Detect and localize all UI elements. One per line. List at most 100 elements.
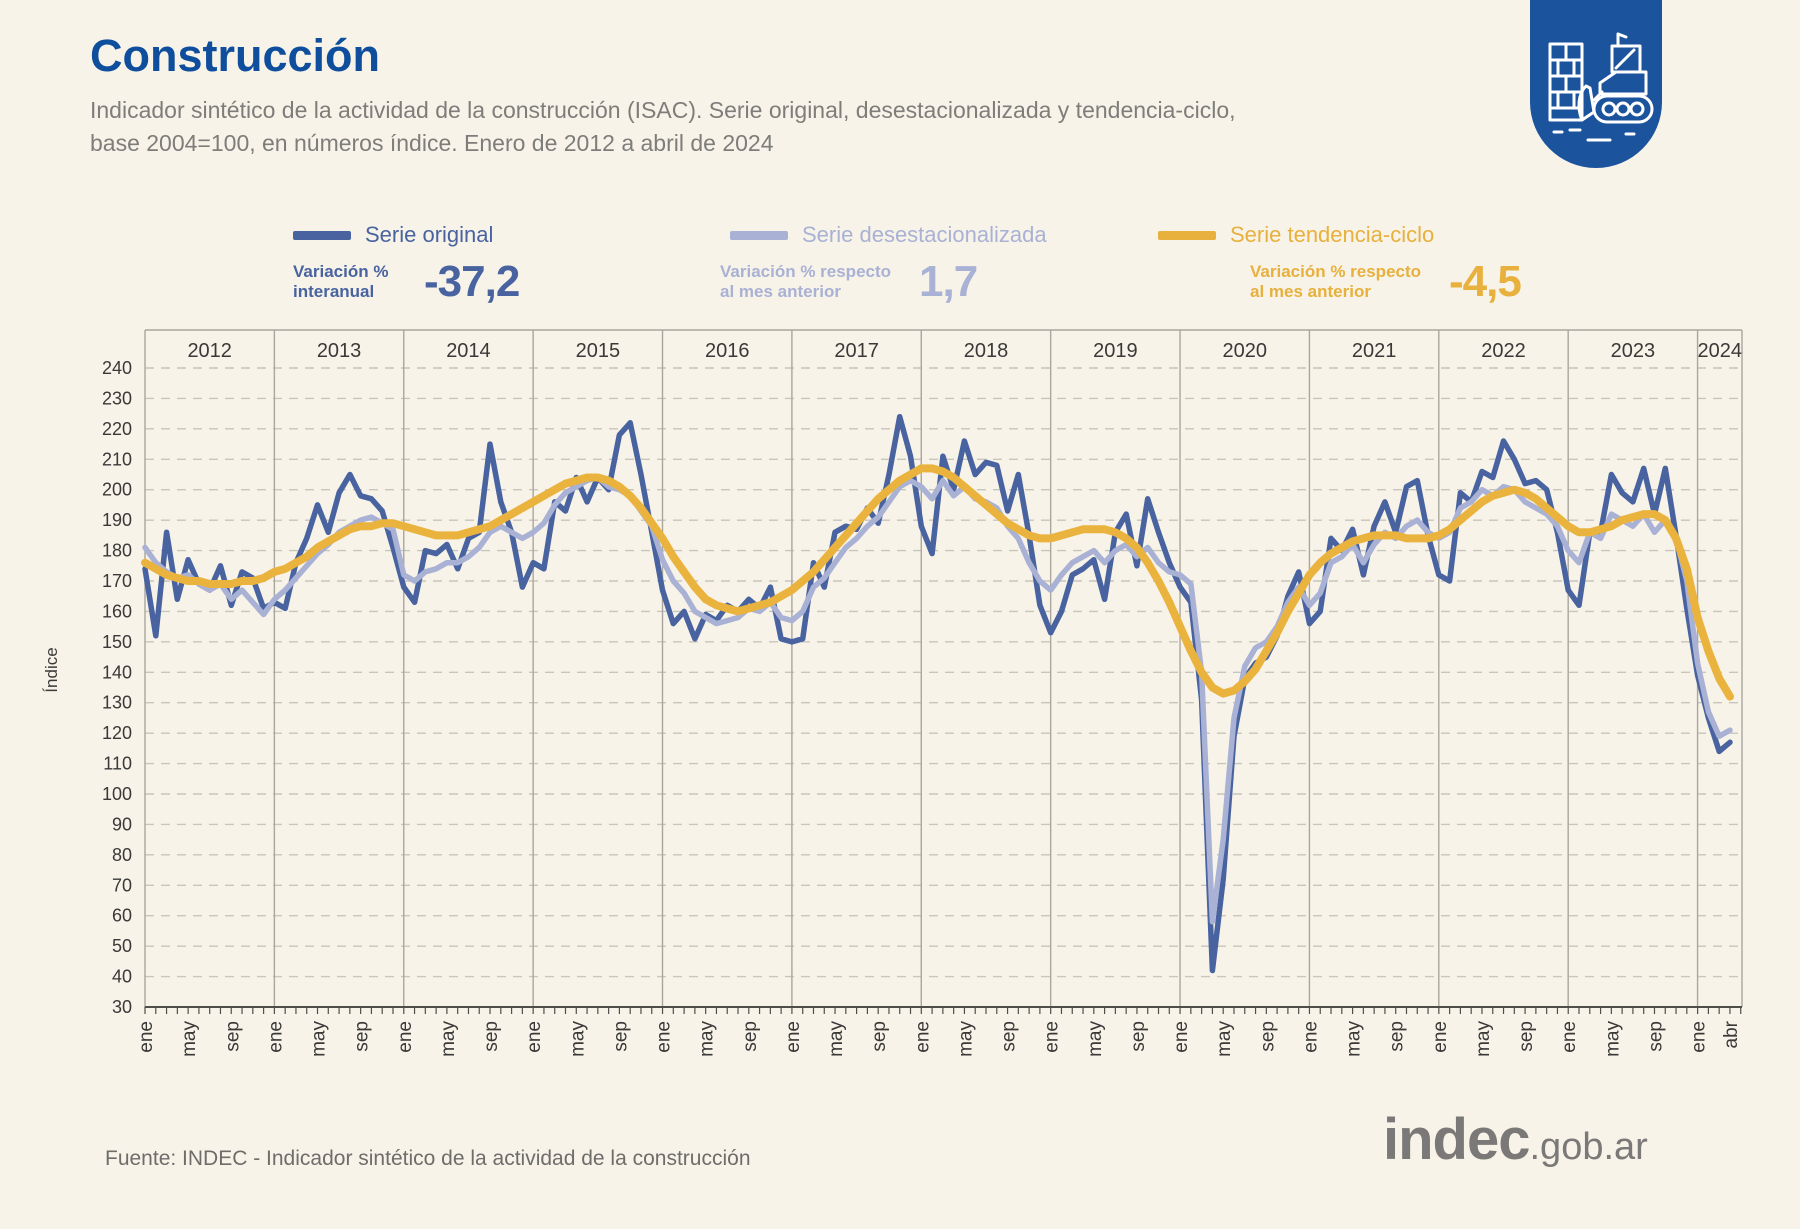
x-tick-label: sep — [1387, 1021, 1408, 1052]
y-tick-label: 150 — [102, 632, 132, 652]
x-tick-label: may — [1344, 1021, 1365, 1057]
legend-label-desestacionalizada: Serie desestacionalizada — [802, 222, 1047, 247]
y-axis-title: Índice — [42, 647, 61, 692]
year-label: 2016 — [705, 340, 750, 362]
y-tick-label: 120 — [102, 723, 132, 743]
x-tick-label: may — [826, 1021, 847, 1057]
x-tick-label: sep — [999, 1021, 1020, 1052]
series-path-serie-original — [142, 413, 1733, 974]
x-tick-label: may — [1085, 1021, 1106, 1057]
x-tick-label: may — [1214, 1021, 1235, 1057]
legend-serie-original: Serie original Variación % interanual -3… — [293, 222, 520, 307]
legend-label-original: Serie original — [365, 222, 494, 247]
y-tick-label: 70 — [112, 875, 132, 895]
x-tick-label: sep — [481, 1021, 502, 1052]
x-tick-label: ene — [395, 1021, 416, 1053]
y-tick-label: 50 — [112, 936, 132, 956]
x-tick-label: ene — [265, 1021, 286, 1053]
x-tick-label: ene — [1171, 1021, 1192, 1053]
variation-caption-desestacionalizada: Variación % respecto al mes anterior — [720, 261, 892, 301]
x-tick-label: may — [309, 1021, 330, 1057]
year-label: 2019 — [1093, 340, 1138, 362]
page-title: Construcción — [90, 30, 381, 81]
year-label: 2015 — [576, 340, 621, 362]
y-tick-label: 160 — [102, 601, 132, 621]
y-tick-label: 110 — [103, 754, 132, 774]
x-tick-label: may — [1602, 1021, 1623, 1057]
x-tick-label: sep — [352, 1021, 373, 1052]
x-tick-label: sep — [222, 1021, 243, 1052]
indec-logo-suffix: .gob.ar — [1529, 1126, 1648, 1168]
x-tick-label: ene — [912, 1021, 933, 1053]
y-tick-label: 230 — [102, 388, 132, 408]
year-label: 2020 — [1222, 340, 1267, 362]
legend-serie-tendencia-ciclo: Serie tendencia-ciclo Variación % respec… — [1148, 222, 1522, 307]
x-tick-label: sep — [610, 1021, 631, 1052]
y-tick-label: 190 — [102, 510, 132, 530]
y-tick-label: 240 — [102, 358, 132, 378]
legend-swatch-desestacionalizada — [730, 230, 788, 240]
y-tick-label: 170 — [102, 571, 132, 591]
year-label: 2018 — [964, 340, 1009, 362]
x-tick-label: may — [697, 1021, 718, 1057]
legend-label-tendencia: Serie tendencia-ciclo — [1230, 222, 1435, 247]
series-path-serie-tendencia-ciclo — [141, 464, 1734, 701]
x-tick-label: sep — [740, 1021, 761, 1052]
sector-badge — [1530, 0, 1662, 168]
variation-caption-original: Variación % interanual — [293, 261, 389, 301]
legend-swatch-tendencia — [1158, 230, 1216, 240]
year-label: 2023 — [1611, 340, 1656, 362]
subtitle-line-1: Indicador sintético de la actividad de l… — [90, 97, 1236, 123]
x-tick-label: sep — [1128, 1021, 1149, 1052]
y-tick-label: 140 — [102, 662, 132, 682]
year-label: 2022 — [1481, 340, 1526, 362]
x-tick-label: abr — [1721, 1020, 1742, 1048]
legend-serie-desestacionalizada: Serie desestacionalizada Variación % res… — [720, 222, 1047, 307]
year-label: 2021 — [1352, 340, 1397, 362]
x-tick-label: ene — [1430, 1021, 1451, 1053]
x-tick-label: sep — [1645, 1021, 1666, 1052]
y-tick-label: 40 — [112, 967, 132, 987]
x-tick-label: sep — [1516, 1021, 1537, 1052]
indec-logo: indec .gob.ar — [1383, 1106, 1648, 1173]
indec-logo-main: indec — [1383, 1107, 1530, 1172]
x-tick-label: sep — [869, 1021, 890, 1052]
variation-caption-tendencia: Variación % respecto al mes anterior — [1250, 261, 1422, 301]
x-tick-label: may — [567, 1021, 588, 1057]
y-tick-label: 90 — [112, 814, 132, 834]
year-label: 2017 — [834, 340, 879, 362]
variation-value-original: -37,2 — [424, 257, 520, 306]
x-tick-label: may — [438, 1021, 459, 1057]
y-tick-label: 30 — [112, 997, 132, 1017]
x-tick-label: ene — [1300, 1021, 1321, 1053]
legend-swatch-original — [293, 230, 351, 240]
year-label: 2012 — [187, 340, 232, 362]
y-tick-label: 220 — [102, 419, 132, 439]
y-tick-label: 180 — [102, 541, 132, 561]
subtitle-line-2: base 2004=100, en números índice. Enero … — [90, 129, 774, 156]
y-tick-label: 60 — [112, 906, 132, 926]
x-tick-label: ene — [1689, 1021, 1710, 1053]
x-tick-label: ene — [783, 1021, 804, 1053]
x-tick-label: may — [1473, 1021, 1494, 1057]
isac-line-chart: 30 40 50 60 70 80 90 100 110 120 130 140 150 160 170 18… — [42, 329, 1743, 1057]
variation-value-desestacionalizada: 1,7 — [919, 257, 978, 306]
x-tick-label: ene — [654, 1021, 675, 1053]
page-subtitle: Indicador sintético de la actividad de l… — [90, 94, 1236, 159]
source-note: Fuente: INDEC - Indicador sintético de l… — [105, 1147, 751, 1170]
x-tick-label: sep — [1257, 1021, 1278, 1052]
y-tick-label: 100 — [102, 784, 132, 804]
variation-value-tendencia: -4,5 — [1449, 257, 1522, 306]
x-tick-label: ene — [524, 1021, 545, 1053]
x-tick-label: ene — [136, 1021, 157, 1053]
y-tick-label: 80 — [112, 845, 132, 865]
year-label: 2013 — [317, 340, 362, 362]
x-tick-label: ene — [1042, 1021, 1063, 1053]
y-tick-label: 200 — [102, 480, 132, 500]
x-tick-label: may — [179, 1021, 200, 1057]
year-label: 2014 — [446, 340, 491, 362]
x-tick-label: may — [955, 1021, 976, 1057]
y-tick-label: 210 — [102, 449, 132, 469]
construction-machinery-icon — [1548, 32, 1654, 142]
y-tick-label: 130 — [102, 693, 132, 713]
